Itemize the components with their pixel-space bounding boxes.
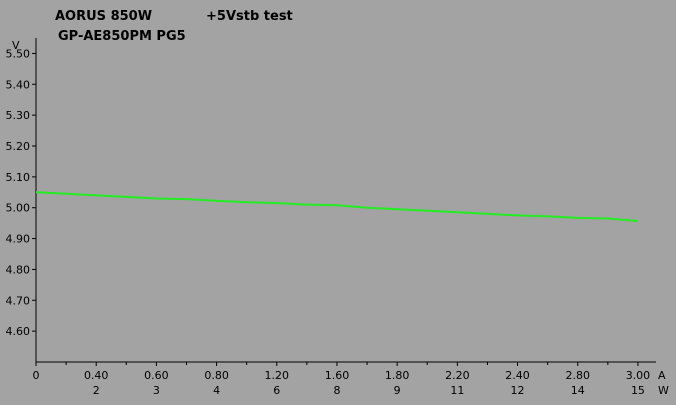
x-tick-label-current: 1.80 bbox=[385, 369, 410, 382]
x-ticks: 0 0.40 0.60 0.80 1.20 1.60 1.80 2.20 2.40 2.80 3.0… bbox=[33, 362, 651, 397]
y-tick-label: 4.70 bbox=[6, 294, 31, 307]
series-layer bbox=[35, 191, 638, 222]
x-tick-label-current: 0.60 bbox=[144, 369, 169, 382]
y-tick-label: 4.80 bbox=[6, 263, 31, 276]
x-tick-label-current: 3.00 bbox=[626, 369, 651, 382]
y-tick-label: 5.10 bbox=[6, 171, 31, 184]
x-axis-unit-power: W bbox=[658, 384, 669, 397]
series-line-0 bbox=[35, 191, 638, 222]
y-tick-label: 5.30 bbox=[6, 109, 31, 122]
x-tick-label-power: 3 bbox=[153, 384, 160, 397]
axes bbox=[35, 38, 656, 363]
x-tick-label-current: 1.60 bbox=[325, 369, 350, 382]
x-tick-label-current: 2.80 bbox=[565, 369, 590, 382]
y-tick-label: 5.50 bbox=[6, 47, 31, 60]
y-tick-label: 5.20 bbox=[6, 140, 31, 153]
y-ticks: 4.60 4.70 4.80 4.90 5.00 5.10 5.20 5.30 5.40 5.50 bbox=[6, 47, 36, 338]
y-axis-unit: V bbox=[12, 39, 20, 52]
x-tick-label-power: 6 bbox=[273, 384, 280, 397]
x-tick-label-power: 12 bbox=[511, 384, 525, 397]
x-tick-label-current: 2.20 bbox=[445, 369, 470, 382]
x-tick-label-power: 4 bbox=[213, 384, 220, 397]
test-name: +5Vstb test bbox=[206, 9, 293, 24]
x-tick-label-power: 15 bbox=[631, 384, 645, 397]
chart-title: AORUS 850W bbox=[55, 9, 152, 24]
x-tick-label-current: 0.80 bbox=[204, 369, 229, 382]
y-tick-label: 5.00 bbox=[6, 202, 31, 215]
y-tick-label: 4.90 bbox=[6, 233, 31, 246]
x-tick-label-current: 0.40 bbox=[84, 369, 109, 382]
x-tick-label-current: 1.20 bbox=[265, 369, 290, 382]
x-tick-label-current: 2.40 bbox=[505, 369, 530, 382]
x-tick-label-power: 11 bbox=[450, 384, 464, 397]
x-axis-unit-current: A bbox=[658, 369, 666, 382]
x-tick-label-power: 8 bbox=[333, 384, 340, 397]
y-tick-label: 4.60 bbox=[6, 325, 31, 338]
model-name: GP-AE850PM PG5 bbox=[58, 29, 186, 44]
x-tick-label-power: 14 bbox=[571, 384, 585, 397]
x-tick-label-power: 9 bbox=[394, 384, 401, 397]
x-tick-label-power: 2 bbox=[93, 384, 100, 397]
x-tick-label-current: 0 bbox=[33, 369, 40, 382]
y-tick-label: 5.40 bbox=[6, 78, 31, 91]
